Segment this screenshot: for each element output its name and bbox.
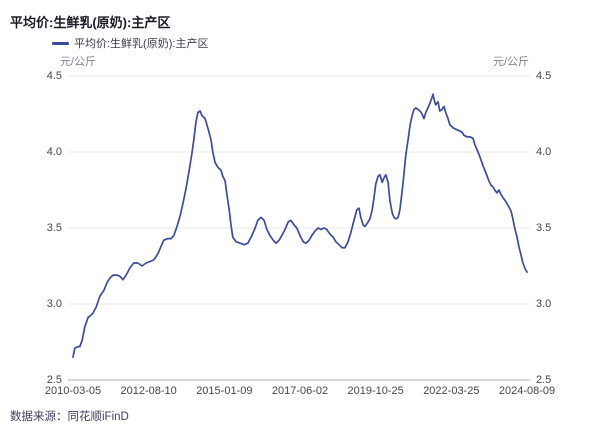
- y-tick-label-left: 2.5: [46, 374, 62, 386]
- x-tick-label: 2022-03-25: [423, 385, 480, 397]
- y-tick-label-right: 3.5: [536, 222, 552, 234]
- x-tick-label: 2024-08-09: [498, 385, 556, 397]
- data-source-note: 数据来源：同花顺iFinD: [10, 411, 129, 423]
- x-tick-label: 2017-06-02: [271, 385, 329, 397]
- y-tick-label-left: 4.0: [46, 146, 62, 158]
- y-tick-label-right: 4.0: [536, 146, 552, 158]
- y-axis-name-right: 元/公斤: [493, 56, 530, 68]
- x-tick-label: 2010-03-05: [44, 385, 102, 397]
- x-tick-label: 2012-08-10: [120, 385, 177, 397]
- legend-label: 平均价:生鲜乳(原奶):主产区: [74, 38, 209, 50]
- y-tick-label-left: 3.0: [46, 298, 62, 310]
- x-tick-label: 2019-10-25: [347, 385, 404, 397]
- y-tick-label-left: 3.5: [46, 222, 62, 234]
- legend-line-marker-icon: [52, 41, 69, 45]
- y-tick-label-right: 2.5: [536, 374, 552, 386]
- x-tick-label: 2015-01-09: [196, 385, 253, 397]
- y-tick-label-left: 4.5: [46, 70, 62, 82]
- page-title: 平均价:生鲜乳(原奶):主产区: [10, 15, 171, 30]
- y-tick-label-right: 4.5: [536, 70, 552, 82]
- legend: 平均价:生鲜乳(原奶):主产区: [52, 36, 208, 50]
- y-tick-label-right: 3.0: [536, 298, 552, 310]
- y-axis-name-left: 元/公斤: [60, 56, 97, 68]
